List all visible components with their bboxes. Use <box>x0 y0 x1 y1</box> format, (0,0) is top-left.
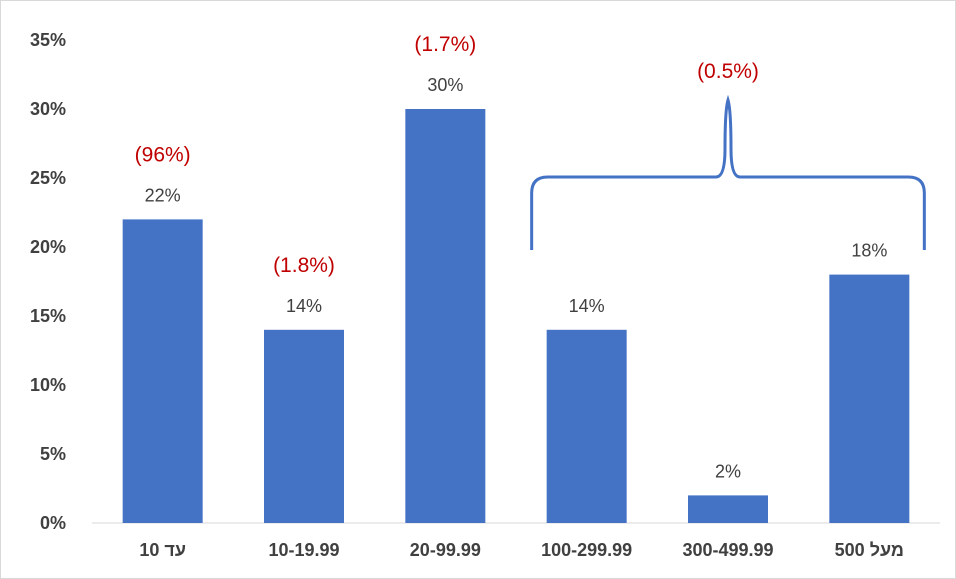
y-tick-label: 30% <box>30 99 66 119</box>
y-axis-ticks: 0% 5% 10% 15% 20% 25% 30% 35% <box>30 30 66 533</box>
y-tick-label: 35% <box>30 30 66 50</box>
bars <box>122 109 910 523</box>
group-bracket <box>530 94 926 250</box>
bar <box>829 274 910 523</box>
category-label: מעל 500 <box>835 540 904 560</box>
data-label: 30% <box>427 75 463 95</box>
category-label: 10-19.99 <box>268 540 339 560</box>
data-labels: 22% 14% 30% 14% 2% 18% <box>145 75 888 481</box>
data-label: 14% <box>569 296 605 316</box>
bar <box>405 109 486 523</box>
data-label: 22% <box>145 185 181 205</box>
y-tick-label: 20% <box>30 237 66 257</box>
data-label: 2% <box>715 461 741 481</box>
category-label: 100-299.99 <box>541 540 632 560</box>
category-label: 300-499.99 <box>682 540 773 560</box>
share-annotation: (1.8%) <box>273 254 335 277</box>
y-tick-label: 5% <box>40 444 66 464</box>
bar <box>688 495 768 523</box>
y-tick-label: 25% <box>30 168 66 188</box>
category-label: עד 10 <box>139 540 186 560</box>
data-label: 14% <box>286 296 322 316</box>
y-tick-label: 15% <box>30 306 66 326</box>
bar <box>122 219 203 523</box>
share-annotation: (96%) <box>135 143 191 166</box>
y-tick-label: 0% <box>40 513 66 533</box>
bar <box>546 329 627 523</box>
annotations: (96%) (1.8%) (1.7%) <box>135 33 477 277</box>
x-axis-categories: עד 10 10-19.99 20-99.99 100-299.99 300-499.9… <box>139 540 904 560</box>
share-annotation: (1.7%) <box>414 33 476 56</box>
data-label: 18% <box>851 241 887 261</box>
group-annotation-label: (0.5%) <box>697 60 759 83</box>
category-label: 20-99.99 <box>410 540 481 560</box>
y-tick-label: 10% <box>30 375 66 395</box>
bar <box>264 329 344 523</box>
